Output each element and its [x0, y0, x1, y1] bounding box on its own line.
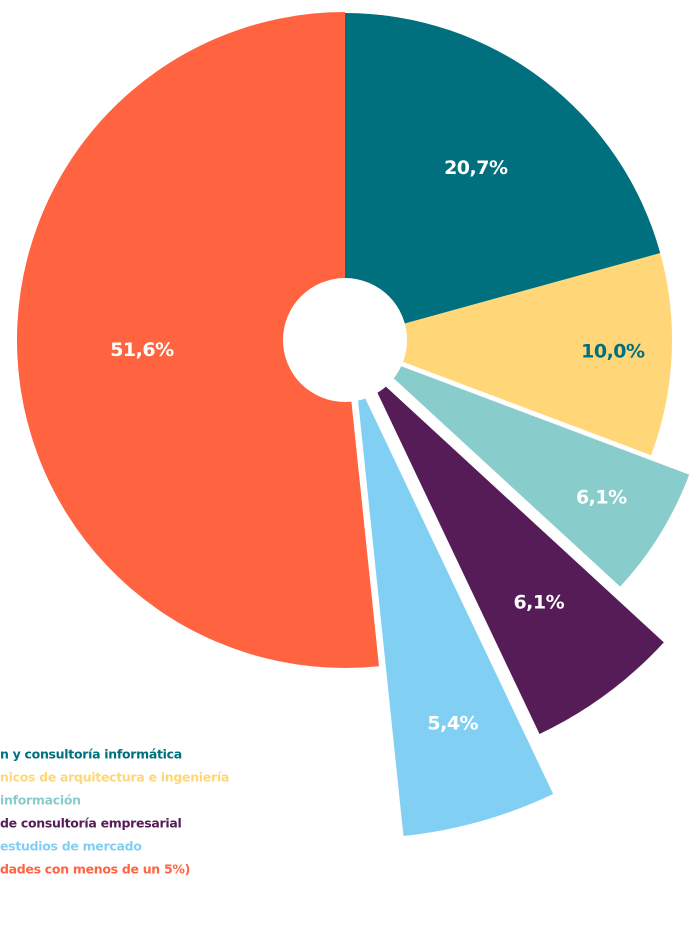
legend-entry: nicos de arquitectura e ingeniería — [0, 770, 229, 785]
legend-entry: dades con menos de un 5%) — [0, 862, 190, 877]
pie-slice — [345, 253, 672, 456]
legend-entry: de consultoría empresarial — [0, 816, 181, 831]
legend-entry: n y consultoría informática — [0, 747, 182, 762]
legend-entry: información — [0, 793, 81, 808]
pie-slice — [345, 13, 661, 340]
value-label: 10,0% — [581, 341, 645, 363]
value-label: 51,6% — [110, 339, 174, 361]
value-label: 6,1% — [513, 591, 564, 613]
value-label: 5,4% — [427, 712, 478, 734]
pie-slice — [16, 12, 379, 669]
value-label: 6,1% — [576, 486, 627, 508]
legend-entry: estudios de mercado — [0, 839, 142, 854]
pie-slice — [355, 378, 554, 837]
value-label: 20,7% — [444, 157, 508, 179]
pie-slice — [365, 368, 664, 735]
pie-slice — [366, 353, 690, 587]
donut-hole — [283, 278, 407, 402]
